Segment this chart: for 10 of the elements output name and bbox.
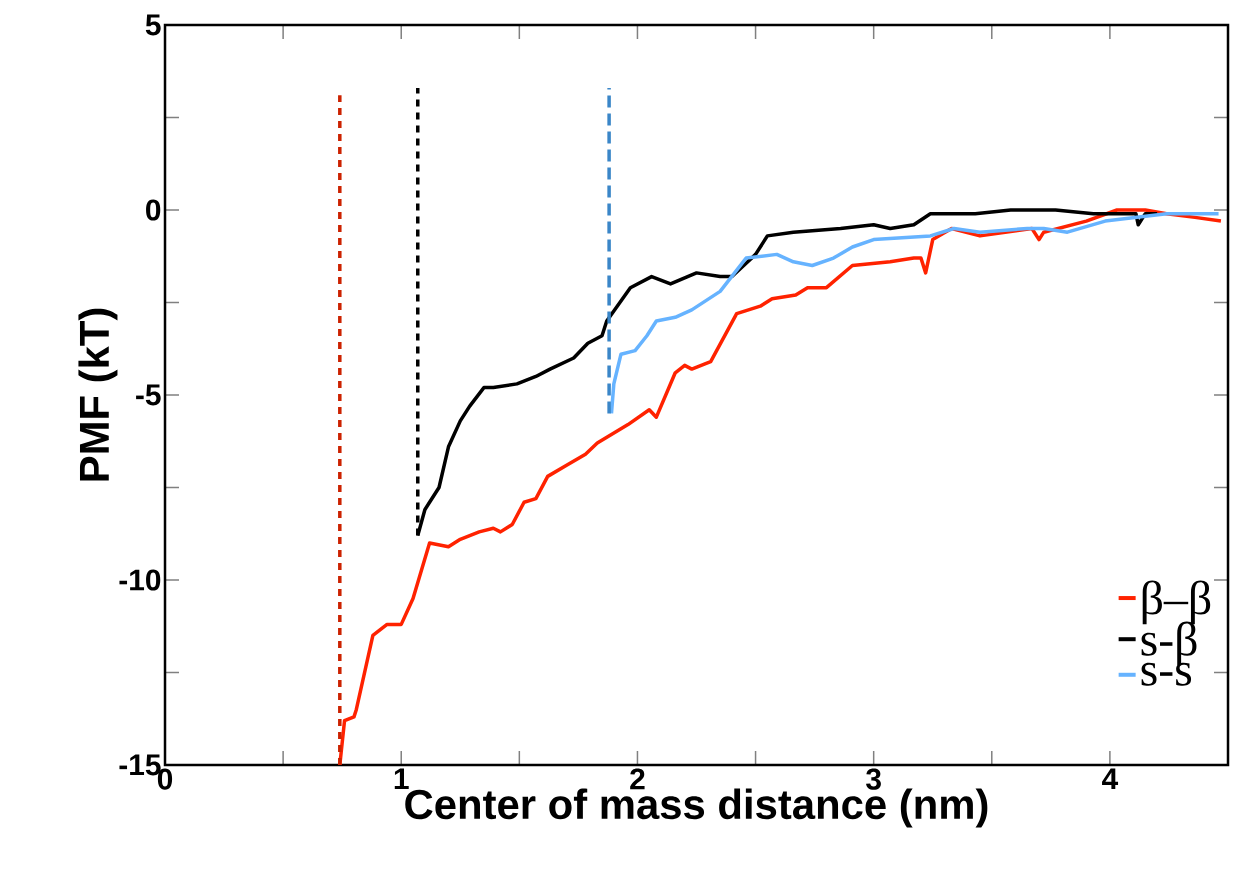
y-axis-title: PMF (kT) [78, 308, 118, 481]
y-tick-label: 0 [146, 199, 161, 221]
x-tick-label: 2 [630, 768, 645, 790]
line-series [609, 211, 1221, 416]
x-tick-label: 3 [866, 768, 881, 790]
x-tick-label: 1 [394, 768, 409, 790]
y-tick-label: 5 [145, 14, 161, 36]
x-tick-label: 4 [1102, 768, 1119, 790]
y-tick-label: -10 [119, 569, 161, 591]
y-tick-label: -5 [136, 384, 161, 406]
